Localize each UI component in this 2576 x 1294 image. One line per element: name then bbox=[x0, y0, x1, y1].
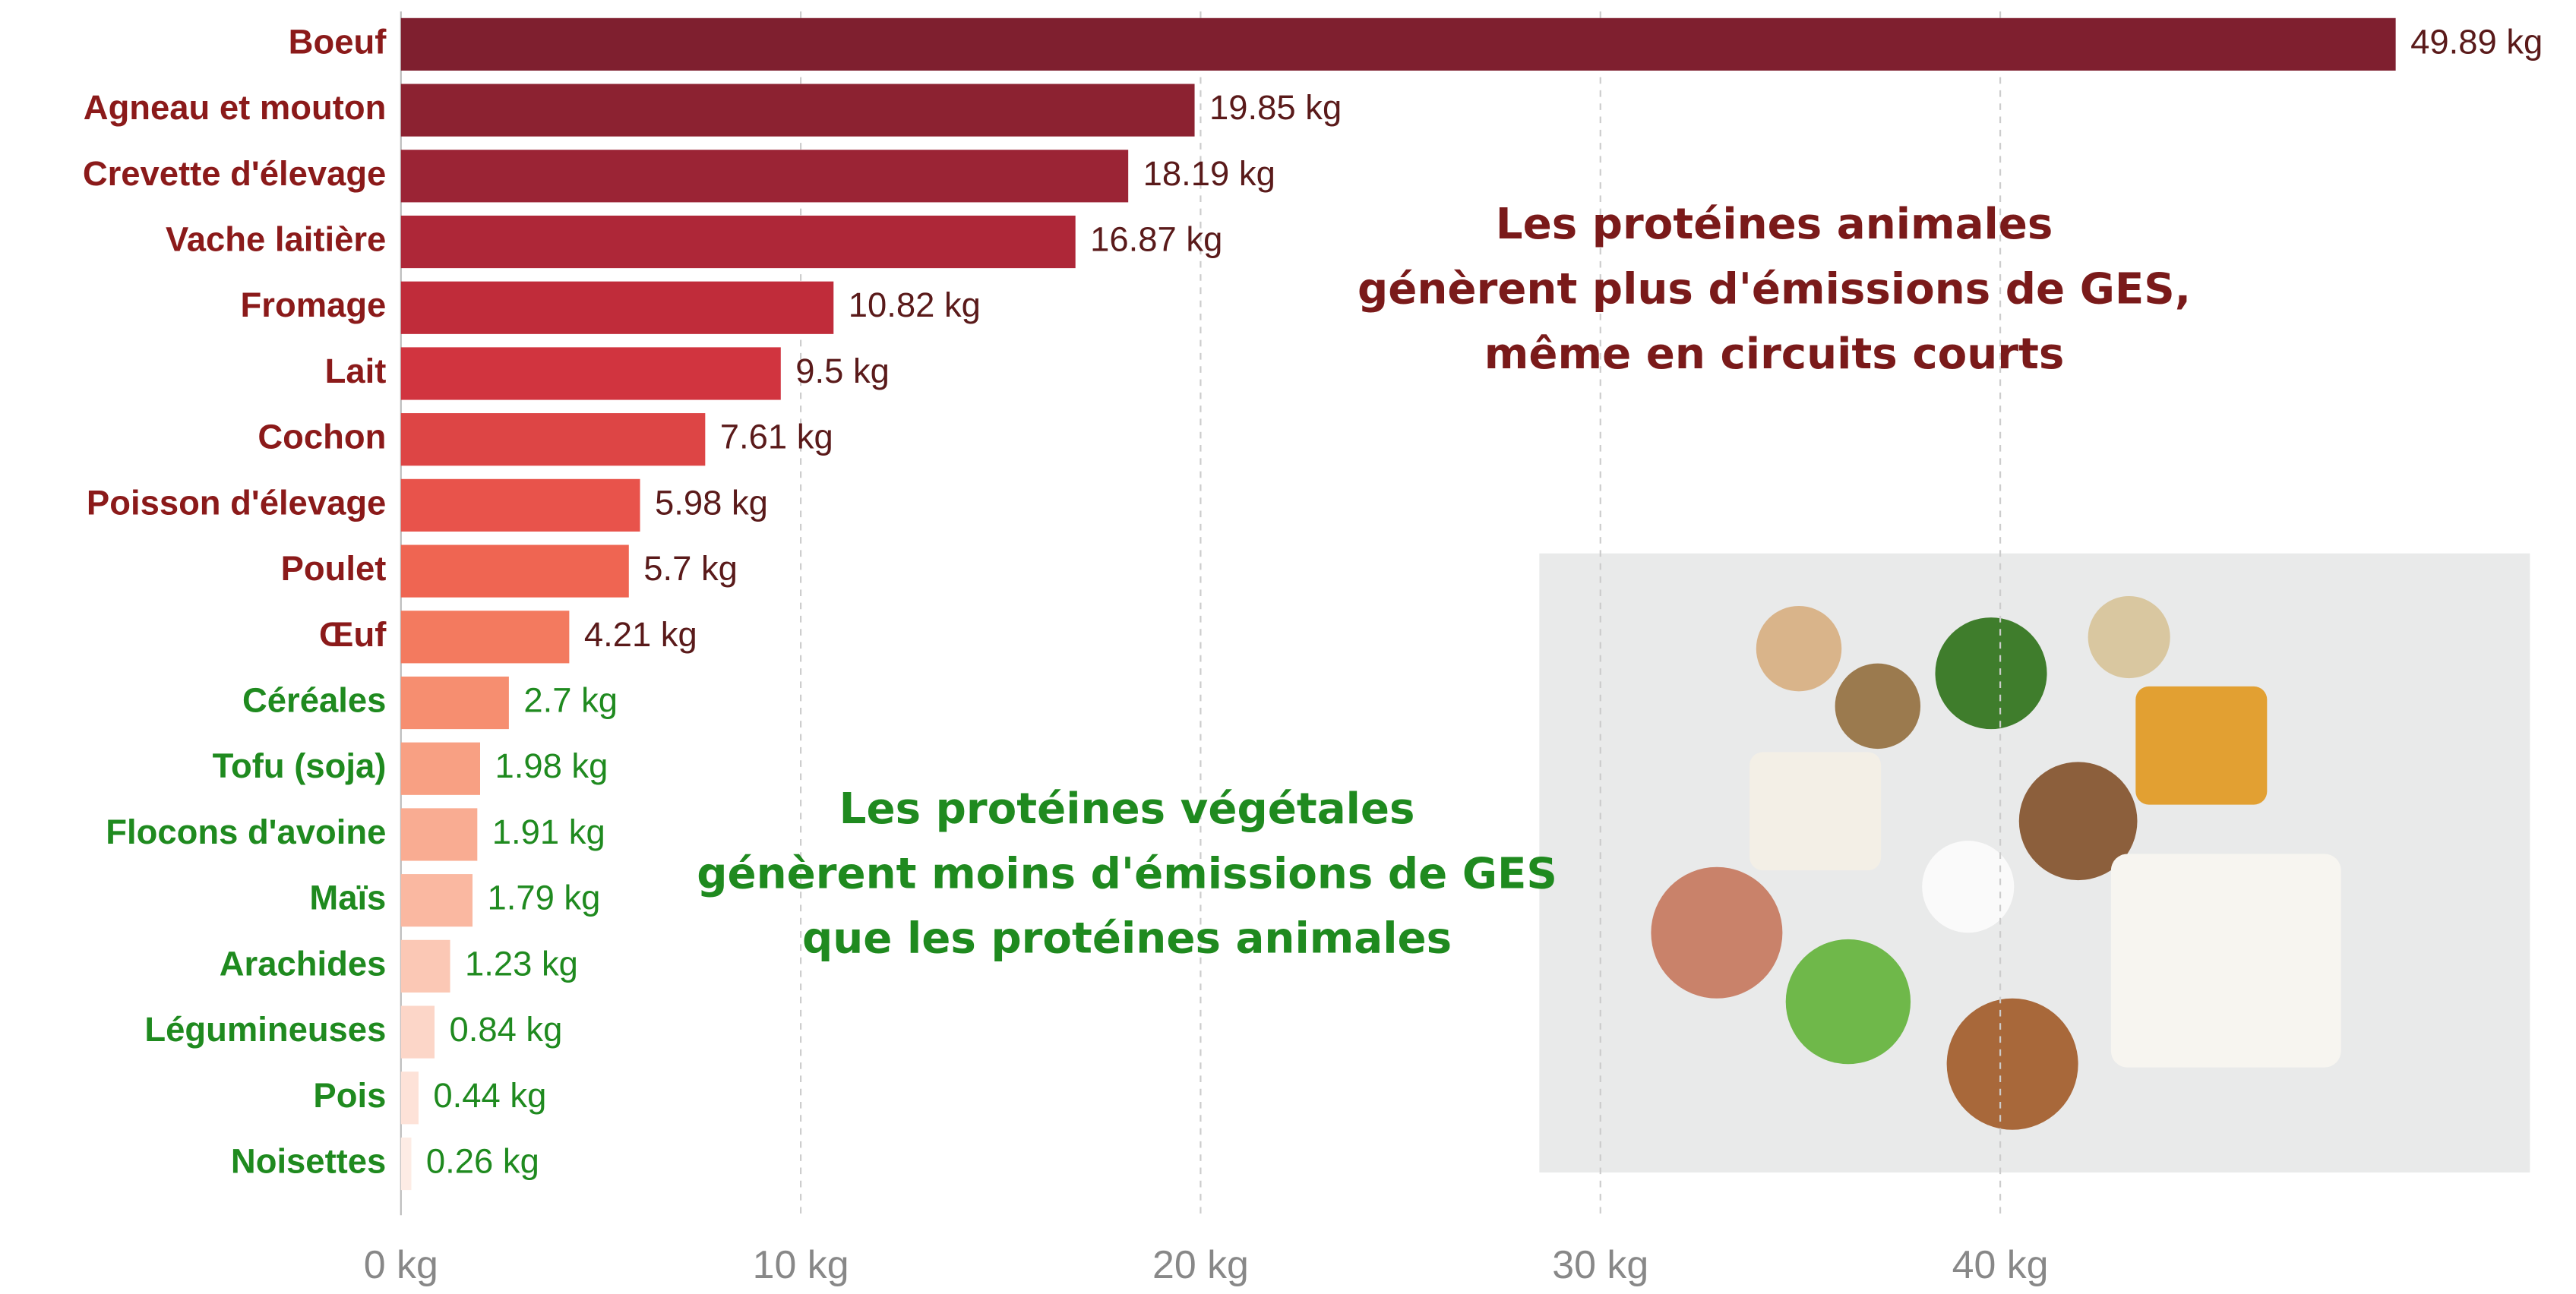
bar bbox=[400, 611, 570, 664]
bar bbox=[400, 215, 1076, 269]
x-tick-label: 10 kg bbox=[753, 1242, 849, 1286]
value-label: 18.19 kg bbox=[1143, 154, 1275, 193]
value-label: 1.79 kg bbox=[487, 879, 600, 917]
bar bbox=[400, 17, 2396, 71]
x-tick-label: 30 kg bbox=[1552, 1242, 1648, 1286]
bar bbox=[400, 1071, 419, 1125]
value-label: 1.23 kg bbox=[465, 944, 578, 983]
y-tick-label: Flocons d'avoine bbox=[106, 813, 386, 851]
y-tick-label: Agneau et mouton bbox=[84, 88, 387, 127]
photo bbox=[1539, 553, 2530, 1172]
y-tick-label: Tofu (soja) bbox=[213, 746, 387, 785]
value-label: 5.7 kg bbox=[643, 549, 738, 588]
bar bbox=[400, 150, 1129, 203]
bar bbox=[400, 84, 1195, 137]
y-tick-label: Arachides bbox=[220, 944, 387, 983]
bar bbox=[400, 939, 450, 993]
value-label: 1.98 kg bbox=[495, 746, 608, 785]
y-tick-label: Lait bbox=[325, 352, 387, 390]
annotation: que les protéines animales bbox=[802, 914, 1452, 964]
bar bbox=[400, 808, 478, 861]
value-label: 4.21 kg bbox=[584, 615, 697, 654]
annotation: Les protéines végétales bbox=[839, 784, 1415, 834]
y-tick-label: Noisettes bbox=[231, 1142, 386, 1181]
value-label: 49.89 kg bbox=[2410, 22, 2543, 61]
bar bbox=[400, 676, 509, 730]
value-label: 19.85 kg bbox=[1209, 88, 1342, 127]
bar bbox=[400, 413, 706, 466]
value-label: 5.98 kg bbox=[655, 483, 768, 522]
y-tick-label: Crevette d'élevage bbox=[83, 154, 386, 193]
value-label: 1.91 kg bbox=[492, 813, 605, 851]
y-tick-label: Cochon bbox=[258, 418, 386, 456]
value-label: 16.87 kg bbox=[1090, 220, 1222, 259]
y-tick-label: Œuf bbox=[319, 615, 387, 654]
value-label: 0.84 kg bbox=[449, 1010, 562, 1049]
x-tick-label: 40 kg bbox=[1952, 1242, 2049, 1286]
y-tick-label: Fromage bbox=[241, 286, 387, 324]
value-label: 2.7 kg bbox=[523, 681, 618, 720]
value-label: 0.44 kg bbox=[433, 1076, 546, 1115]
bar bbox=[400, 544, 629, 598]
y-tick-label: Maïs bbox=[309, 879, 386, 917]
bar bbox=[400, 874, 473, 927]
annotation: même en circuits courts bbox=[1484, 330, 2065, 379]
bar bbox=[400, 478, 640, 532]
value-label: 9.5 kg bbox=[795, 352, 890, 390]
y-tick-label: Poisson d'élevage bbox=[87, 483, 386, 522]
bar bbox=[400, 1137, 412, 1191]
y-tick-label: Légumineuses bbox=[144, 1010, 386, 1049]
bar bbox=[400, 742, 480, 795]
y-tick-label: Vache laitière bbox=[166, 220, 386, 259]
annotation: génèrent plus d'émissions de GES, bbox=[1358, 264, 2191, 314]
value-label: 10.82 kg bbox=[849, 286, 981, 324]
bar bbox=[400, 281, 834, 334]
y-tick-label: Céréales bbox=[242, 681, 386, 720]
y-tick-label: Pois bbox=[313, 1076, 386, 1115]
value-label: 0.26 kg bbox=[426, 1142, 539, 1181]
x-tick-label: 0 kg bbox=[364, 1242, 438, 1286]
annotation: génèrent moins d'émissions de GES bbox=[697, 849, 1557, 898]
bar bbox=[400, 1005, 435, 1059]
y-tick-label: Boeuf bbox=[289, 22, 387, 61]
value-label: 7.61 kg bbox=[720, 418, 833, 456]
annotation: Les protéines animales bbox=[1496, 200, 2053, 249]
x-tick-label: 20 kg bbox=[1152, 1242, 1249, 1286]
y-tick-label: Poulet bbox=[281, 549, 387, 588]
bar bbox=[400, 347, 781, 400]
